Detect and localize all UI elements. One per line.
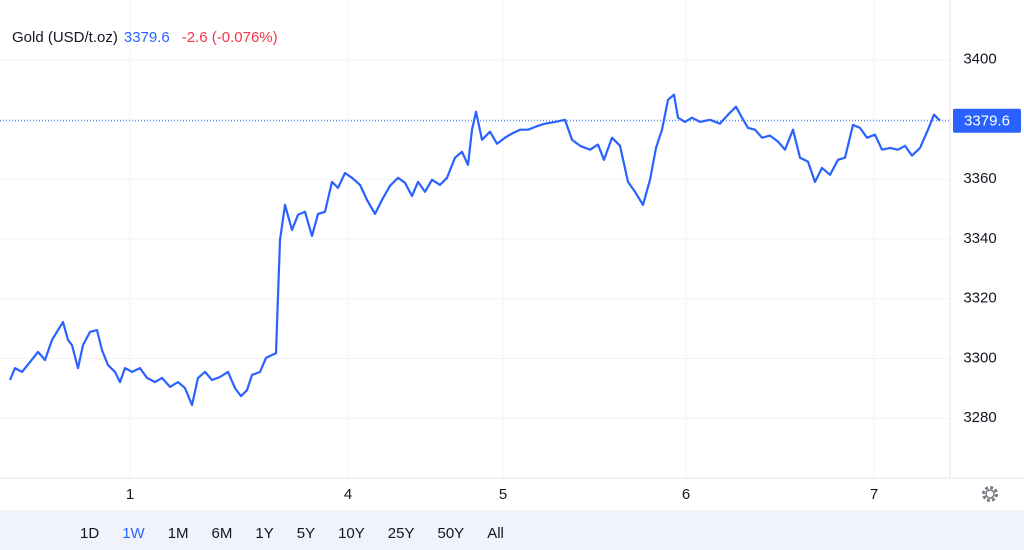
price-line — [8, 93, 941, 407]
range-button[interactable]: 5Y — [297, 525, 315, 542]
range-button[interactable]: 1W — [122, 525, 145, 542]
range-button[interactable]: 1D — [80, 525, 99, 542]
toolbar — [0, 510, 1024, 550]
settings-icon[interactable] — [982, 486, 998, 502]
instrument-name: Gold (USD/t.oz) — [12, 29, 118, 46]
y-tick-label: 3300 — [963, 349, 996, 366]
y-tick-label: 3280 — [963, 409, 996, 426]
range-button[interactable]: 25Y — [388, 525, 415, 542]
header-change: -2.6 (-0.076%) — [182, 29, 278, 46]
x-tick-label: 4 — [344, 486, 352, 503]
y-tick-label: 3320 — [963, 290, 996, 307]
x-tick-label: 1 — [126, 486, 134, 503]
last-price-label: 3379.6 — [964, 113, 1010, 130]
y-tick-label: 3360 — [963, 170, 996, 187]
x-tick-label: 6 — [682, 486, 690, 503]
y-tick-label: 3400 — [963, 51, 996, 68]
y-tick-label: 3340 — [963, 230, 996, 247]
x-tick-label: 5 — [499, 486, 507, 503]
range-button[interactable]: 6M — [212, 525, 233, 542]
range-button[interactable]: 1Y — [255, 525, 273, 542]
x-tick-label: 7 — [870, 486, 878, 503]
last-price-box — [953, 108, 1021, 133]
range-button[interactable]: All — [487, 525, 504, 542]
range-button[interactable]: 50Y — [438, 525, 465, 542]
header-price: 3379.6 — [124, 29, 170, 46]
range-button[interactable]: 1M — [168, 525, 189, 542]
range-button[interactable]: 10Y — [338, 525, 365, 542]
